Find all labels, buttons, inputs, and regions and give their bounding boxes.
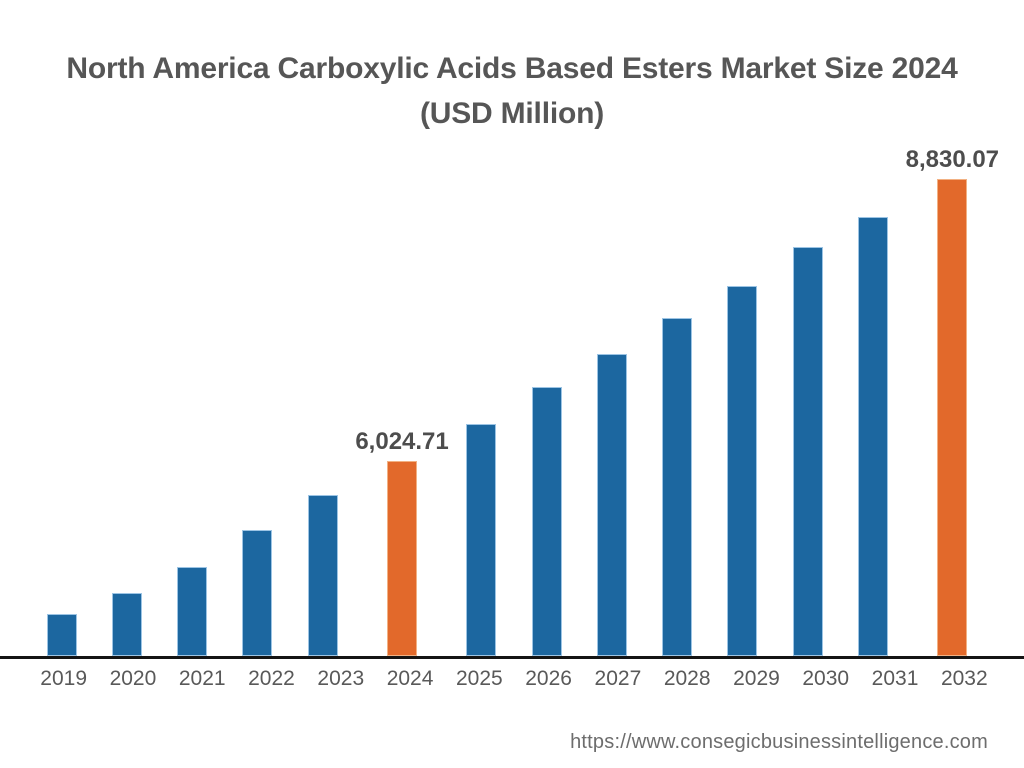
bar-slot-2026 — [514, 136, 579, 656]
bar-slot-2028 — [645, 136, 710, 656]
x-axis-tick-labels: 2019 2020 2021 2022 2023 2024 2025 2026 2027 2028… — [29, 667, 999, 691]
bar-slot-2025 — [449, 136, 514, 656]
x-tick-2024: 2024 — [386, 667, 434, 690]
value-label-2032: 8,830.07 — [905, 146, 1000, 173]
bar-slot-2021 — [160, 136, 225, 656]
bar-slot-2019 — [29, 136, 94, 656]
x-axis-line — [0, 656, 1024, 659]
bar-2023 — [307, 495, 338, 656]
bar-2024 — [387, 461, 418, 656]
bar-slot-2029 — [710, 136, 775, 656]
bar-2025 — [466, 424, 497, 656]
chart-title-line1: North America Carboxylic Acids Based Est… — [66, 52, 958, 85]
x-tick-2027: 2027 — [594, 667, 642, 690]
x-tick-2031: 2031 — [871, 667, 919, 690]
bar-slot-2031 — [840, 136, 905, 656]
source-url: https://www.consegicbusinessintelligence… — [570, 731, 988, 753]
bar-2030 — [792, 247, 823, 656]
x-tick-2025: 2025 — [455, 667, 503, 690]
chart-title: North America Carboxylic Acids Based Est… — [0, 46, 1024, 136]
bar-slot-2030 — [775, 136, 840, 656]
bar-slot-2020 — [94, 136, 159, 656]
bar-slot-2024: 6,024.71 — [355, 136, 449, 656]
x-tick-2019: 2019 — [40, 667, 87, 690]
plot-area: 6,024.71 8,830.07 — [29, 136, 999, 656]
bar-slot-2027 — [579, 136, 644, 656]
x-tick-2032: 2032 — [940, 667, 988, 690]
x-tick-2021: 2021 — [178, 667, 226, 690]
x-tick-2026: 2026 — [525, 667, 572, 690]
bar-slot-2022 — [225, 136, 290, 656]
bar-2031 — [857, 217, 888, 656]
bar-2020 — [111, 593, 142, 656]
bar-slot-2023 — [290, 136, 355, 656]
value-label-2024: 6,024.71 — [355, 428, 449, 455]
bar-2026 — [531, 387, 562, 656]
chart-title-line2: (USD Million) — [419, 97, 605, 130]
x-tick-2030: 2030 — [802, 667, 850, 690]
x-tick-2022: 2022 — [248, 667, 295, 690]
x-tick-2028: 2028 — [663, 667, 711, 690]
x-tick-2020: 2020 — [109, 667, 157, 690]
x-tick-2029: 2029 — [733, 667, 780, 690]
x-tick-2023: 2023 — [317, 667, 365, 690]
bar-2019 — [46, 614, 77, 656]
bar-slot-2032: 8,830.07 — [906, 136, 999, 656]
bar-2029 — [727, 286, 758, 656]
bar-2021 — [177, 567, 208, 656]
bar-2022 — [242, 530, 273, 656]
bar-2027 — [596, 354, 627, 656]
bar-2032 — [937, 179, 968, 656]
bar-2028 — [662, 318, 693, 656]
